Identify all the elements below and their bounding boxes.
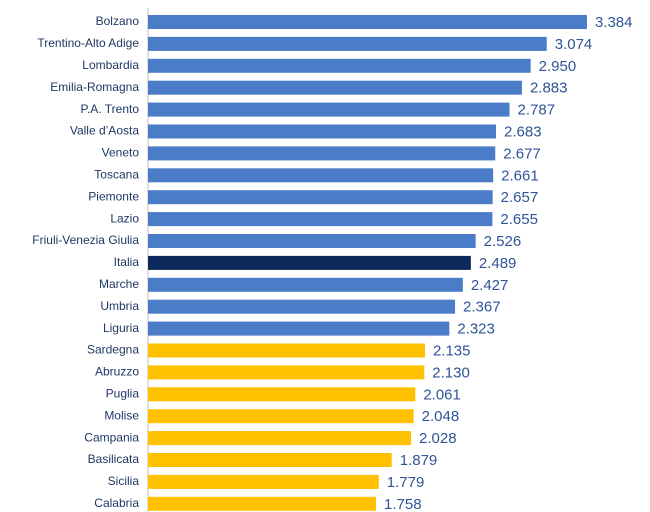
value-label: 2.061 <box>423 386 461 403</box>
value-label: 2.427 <box>471 277 509 294</box>
value-label: 1.758 <box>384 496 422 512</box>
value-label: 2.048 <box>422 408 460 425</box>
bar <box>148 36 547 51</box>
value-label: 2.028 <box>419 430 457 447</box>
value-label: 3.384 <box>595 14 633 31</box>
category-label: Sardegna <box>87 343 139 357</box>
value-label: 1.879 <box>400 452 438 469</box>
bar <box>148 387 416 402</box>
bar <box>148 365 425 380</box>
bar <box>148 409 414 424</box>
category-label: Emilia-Romagna <box>50 80 139 94</box>
bar <box>148 255 471 270</box>
value-label: 2.135 <box>433 342 471 359</box>
category-label: Italia <box>114 255 140 269</box>
bar <box>148 474 379 489</box>
bar <box>148 343 425 358</box>
value-label: 2.489 <box>479 255 517 272</box>
category-label: Lombardia <box>82 58 139 72</box>
category-label: Sicilia <box>108 474 140 488</box>
bar <box>148 453 392 467</box>
category-label: Lazio <box>110 211 139 225</box>
value-label: 2.883 <box>530 80 568 97</box>
bar <box>148 321 450 336</box>
category-label: Umbria <box>100 299 139 313</box>
category-label: Friuli-Venezia Giulia <box>32 233 139 247</box>
value-label: 3.074 <box>555 36 593 53</box>
category-label: Veneto <box>102 146 140 160</box>
category-label: Basilicata <box>88 452 140 466</box>
value-label: 2.661 <box>501 167 539 184</box>
value-label: 2.950 <box>539 58 577 75</box>
category-label: Molise <box>104 408 139 422</box>
category-label: Calabria <box>94 496 139 510</box>
bar <box>148 146 496 161</box>
bar <box>148 496 377 511</box>
bar <box>148 102 510 117</box>
bar <box>148 58 531 73</box>
category-label: Abruzzo <box>95 365 139 379</box>
bar <box>148 124 497 139</box>
bar <box>148 168 494 183</box>
bar <box>148 299 456 314</box>
bar <box>148 15 587 29</box>
bar <box>148 190 493 205</box>
bar <box>148 80 522 95</box>
category-label: Piemonte <box>88 189 139 203</box>
category-label: Liguria <box>103 321 139 335</box>
value-label: 2.367 <box>463 299 501 316</box>
category-label: Campania <box>84 430 139 444</box>
value-label: 2.787 <box>518 102 556 119</box>
value-label: 2.655 <box>500 211 538 228</box>
category-label: P.A. Trento <box>81 102 140 116</box>
value-label: 2.677 <box>503 145 541 162</box>
value-label: 1.779 <box>387 474 425 491</box>
category-label: Toscana <box>94 167 139 181</box>
category-label: Trentino-Alto Adige <box>37 36 139 50</box>
category-label: Marche <box>99 277 139 291</box>
value-label: 2.130 <box>432 364 470 381</box>
value-label: 2.683 <box>504 123 542 140</box>
bar <box>148 212 493 227</box>
value-label: 2.323 <box>457 321 495 338</box>
category-label: Puglia <box>106 386 140 400</box>
bar <box>148 234 476 248</box>
bar <box>148 277 463 292</box>
value-label: 2.526 <box>484 233 522 250</box>
category-label: Valle d’Aosta <box>70 124 139 138</box>
category-label: Bolzano <box>96 14 140 28</box>
bar <box>148 431 412 446</box>
value-label: 2.657 <box>501 189 539 206</box>
